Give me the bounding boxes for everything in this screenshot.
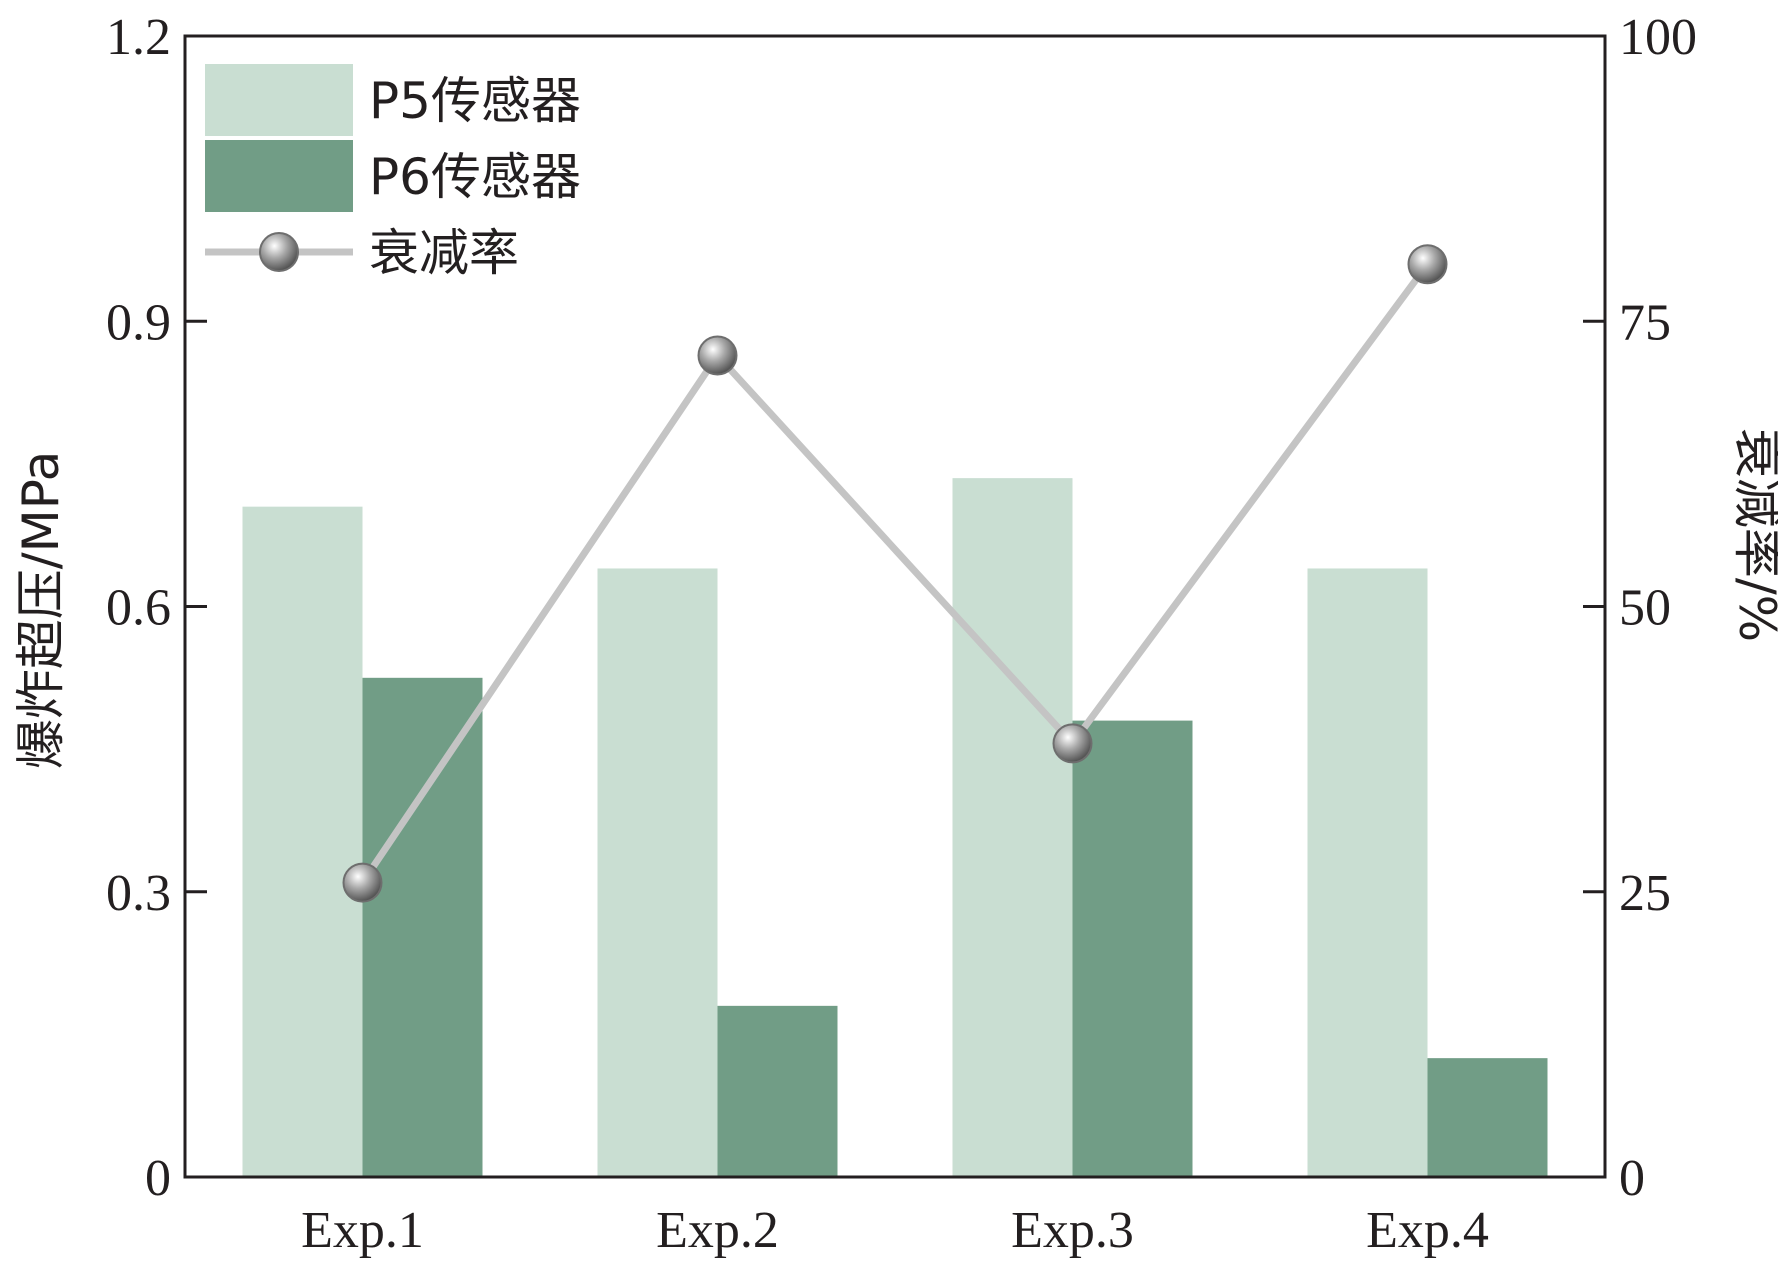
bar-1-3 [952,478,1073,1177]
legend-label-2: P6传感器 [369,148,581,206]
y2-tick-label-3: 50 [1619,580,1671,637]
legend-label-1: P5传感器 [369,72,581,130]
bar-2-3 [1072,720,1193,1177]
bar-2-4 [1427,1058,1548,1177]
bar-1-1 [242,506,363,1178]
y2-tick-label-5: 100 [1619,9,1697,66]
line-point-3 [1052,723,1093,764]
y-tick-label-2: 0.3 [106,865,171,922]
bar-2-1 [362,677,483,1177]
line-series [359,262,1431,885]
bar-1-4 [1307,568,1428,1177]
y-tick-label-3: 0.6 [106,580,171,637]
x-tick-label-4: Exp.4 [1366,1202,1489,1259]
y-tick-label-5: 1.2 [106,9,171,66]
legend-marker [259,232,299,272]
x-tick-label-2: Exp.2 [656,1202,779,1259]
y2-tick-label-4: 75 [1619,294,1671,351]
bar-2-2 [717,1005,838,1177]
bar-1-2 [597,568,718,1177]
line-point-4 [1407,244,1448,285]
y-tick-label-4: 0.9 [106,294,171,351]
bar-group [242,478,1548,1178]
y2-tick-label-2: 25 [1619,865,1671,922]
line-group [342,244,1448,903]
legend-label-3: 衰减率 [369,224,519,282]
y-axis-title: 爆炸超压/MPa [12,451,70,770]
legend-swatch-2 [205,140,353,212]
x-tick-label-1: Exp.1 [301,1202,424,1259]
y2-axis-title: 衰减率/% [1728,428,1778,642]
axes: 0 0.3 0.6 0.9 1.2 0 25 50 75 100 Exp.1 Exp.2 Exp.3 Ex… [106,9,1697,1259]
y-tick-label-1: 0 [145,1150,171,1207]
y2-tick-label-1: 0 [1619,1150,1645,1207]
line-point-2 [697,335,738,376]
x-tick-label-3: Exp.3 [1011,1202,1134,1259]
legend-swatch-1 [205,64,353,136]
line-point-1 [342,862,383,903]
